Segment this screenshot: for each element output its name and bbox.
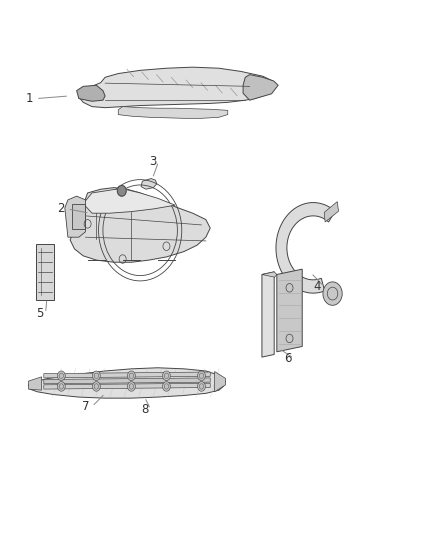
Polygon shape — [44, 372, 210, 378]
Polygon shape — [28, 377, 42, 390]
Polygon shape — [215, 372, 226, 392]
Polygon shape — [141, 179, 157, 189]
Polygon shape — [70, 188, 210, 262]
Circle shape — [57, 371, 65, 381]
Circle shape — [92, 382, 100, 391]
Text: 4: 4 — [314, 280, 321, 293]
Polygon shape — [262, 272, 274, 357]
Circle shape — [198, 382, 205, 391]
Polygon shape — [44, 378, 210, 384]
Polygon shape — [77, 85, 105, 101]
Text: 5: 5 — [36, 307, 43, 320]
Text: 7: 7 — [82, 400, 90, 413]
Polygon shape — [44, 383, 210, 389]
Polygon shape — [72, 204, 85, 229]
Text: 6: 6 — [284, 352, 292, 365]
Polygon shape — [79, 67, 276, 108]
Polygon shape — [65, 196, 85, 237]
Text: 3: 3 — [149, 155, 156, 168]
Polygon shape — [262, 272, 277, 277]
Circle shape — [162, 382, 170, 391]
Text: 2: 2 — [57, 203, 65, 215]
Circle shape — [198, 371, 205, 381]
FancyBboxPatch shape — [36, 244, 54, 300]
Polygon shape — [83, 189, 175, 213]
Circle shape — [127, 371, 135, 381]
Circle shape — [57, 382, 65, 391]
Circle shape — [323, 282, 342, 305]
Text: 8: 8 — [141, 403, 148, 416]
Circle shape — [117, 185, 126, 196]
Circle shape — [92, 371, 100, 381]
Polygon shape — [276, 203, 335, 293]
Polygon shape — [277, 269, 302, 352]
Text: 1: 1 — [26, 92, 34, 105]
Polygon shape — [243, 75, 278, 100]
Polygon shape — [28, 368, 226, 398]
Circle shape — [127, 382, 135, 391]
Polygon shape — [324, 201, 339, 222]
Polygon shape — [118, 107, 228, 118]
Circle shape — [162, 371, 170, 381]
